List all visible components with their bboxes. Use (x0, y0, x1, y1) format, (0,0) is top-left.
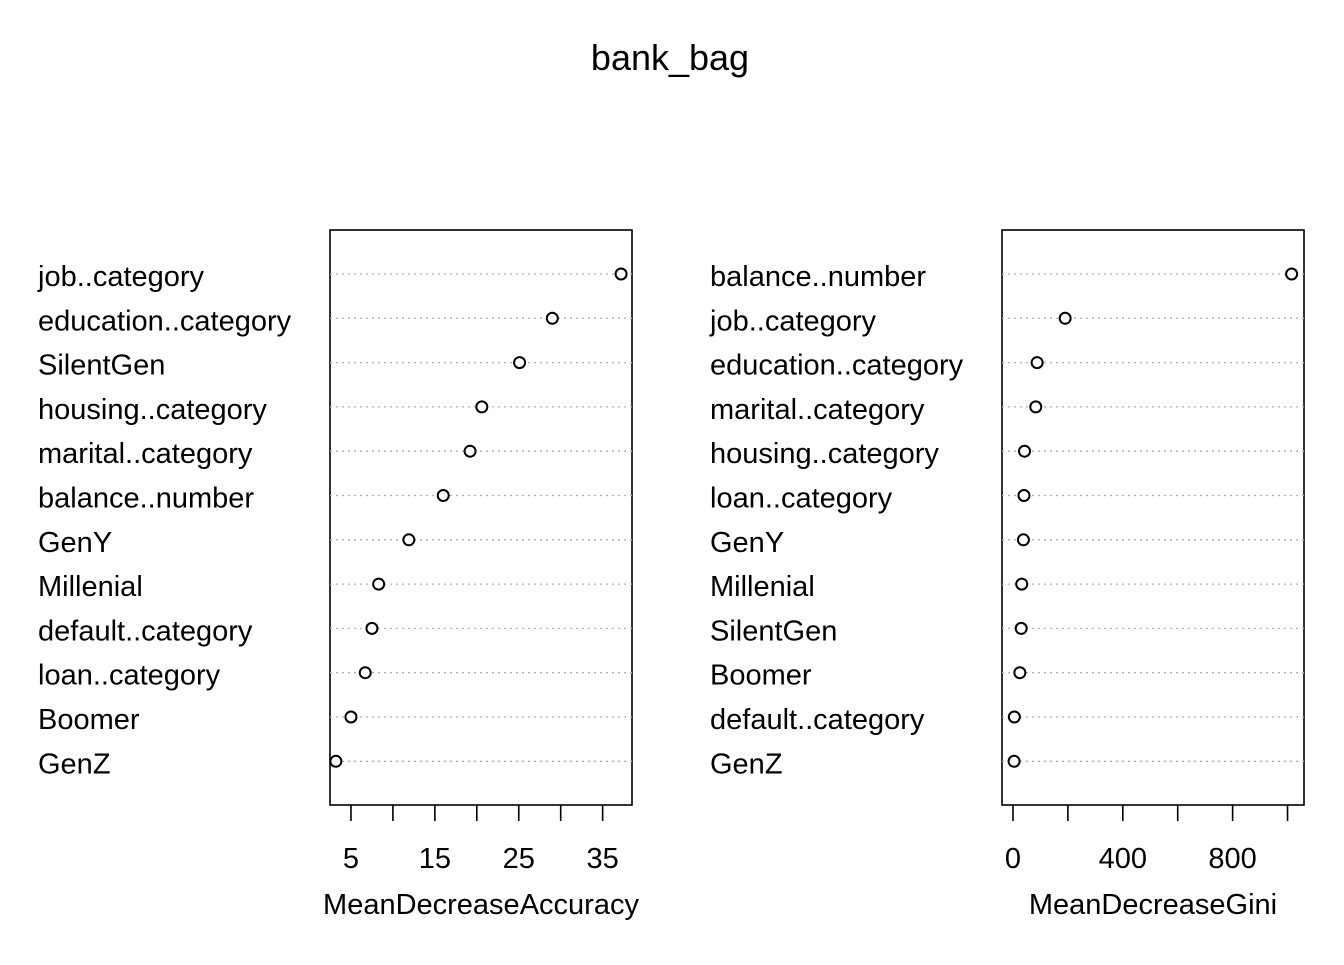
x-tick-label: 800 (1208, 843, 1256, 875)
data-point (1013, 666, 1027, 680)
category-label: default..category (710, 704, 925, 736)
data-point (365, 621, 379, 635)
category-label: SilentGen (38, 350, 165, 382)
data-point (1018, 444, 1032, 458)
data-point (1029, 400, 1043, 414)
data-point (614, 267, 628, 281)
category-label: GenY (710, 527, 784, 559)
category-label: balance..number (710, 261, 926, 293)
category-label: Millenial (710, 571, 815, 603)
category-label: default..category (38, 615, 253, 647)
plot-frame (329, 229, 633, 806)
data-point (402, 533, 416, 547)
category-label: education..category (710, 350, 964, 382)
data-point (1030, 356, 1044, 370)
data-point (1014, 621, 1028, 635)
data-point (1285, 267, 1299, 281)
x-tick-label: 25 (503, 843, 535, 875)
category-label: GenZ (710, 748, 783, 780)
data-point (545, 311, 559, 325)
data-point (1007, 754, 1021, 768)
category-label: housing..category (38, 394, 267, 426)
data-point (1007, 710, 1021, 724)
data-point (463, 444, 477, 458)
data-point (1058, 311, 1072, 325)
x-tick-label: 15 (419, 843, 451, 875)
category-label: Millenial (38, 571, 143, 603)
category-label: Boomer (710, 660, 812, 692)
x-axis-label: MeanDecreaseGini (1029, 889, 1277, 921)
plot-frame (1001, 229, 1305, 806)
category-label: balance..number (38, 483, 254, 515)
data-point (358, 666, 372, 680)
panel-2: balance..number job..category education..c… (709, 229, 1305, 921)
category-label: job..category (37, 261, 205, 293)
category-label: Boomer (38, 704, 140, 736)
category-label: GenY (38, 527, 112, 559)
data-point (475, 400, 489, 414)
data-point (1016, 533, 1030, 547)
data-point (436, 489, 450, 502)
data-point (1015, 577, 1029, 591)
x-tick-label: 0 (1005, 843, 1021, 875)
category-label: GenZ (38, 748, 111, 780)
x-tick-label: 400 (1099, 843, 1147, 875)
data-point (513, 356, 527, 370)
x-tick-label: 35 (587, 843, 619, 875)
data-point (372, 577, 386, 591)
category-label: housing..category (710, 438, 939, 470)
data-point (329, 754, 343, 768)
category-label: marital..category (38, 438, 253, 470)
chart-title: bank_bag (591, 37, 749, 78)
category-label: loan..category (38, 660, 221, 692)
category-label: SilentGen (710, 615, 837, 647)
category-label: education..category (38, 305, 292, 337)
data-point (1017, 489, 1031, 502)
data-point (344, 710, 358, 724)
category-label: marital..category (710, 394, 925, 426)
panel-1: job..category education..category SilentGe… (37, 229, 639, 921)
x-tick-label: 5 (343, 843, 359, 875)
category-label: loan..category (710, 483, 893, 515)
category-label: job..category (709, 305, 877, 337)
x-axis-label: MeanDecreaseAccuracy (323, 889, 639, 921)
